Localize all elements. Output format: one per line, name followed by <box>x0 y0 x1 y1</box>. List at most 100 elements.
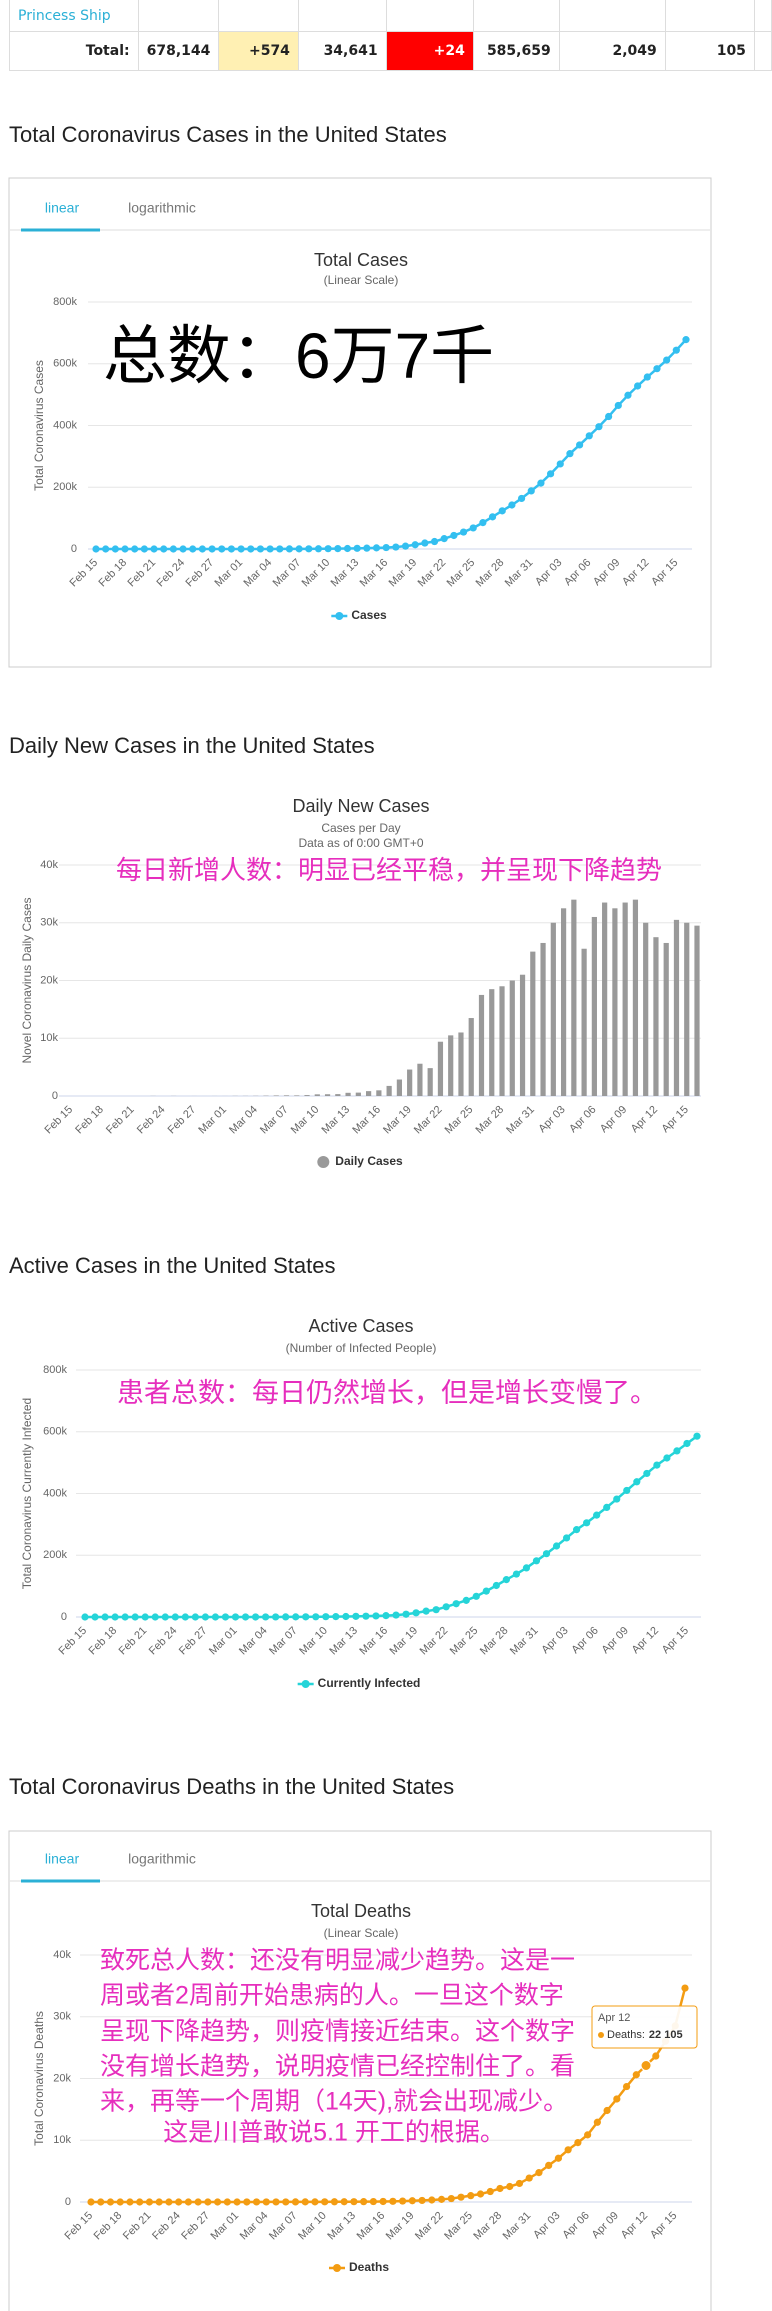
point <box>418 2196 426 2205</box>
x-tick-label: Mar 25 <box>442 2210 475 2243</box>
point <box>428 2196 436 2204</box>
bar <box>376 1090 382 1096</box>
x-tick-label: Apr 06 <box>562 557 593 588</box>
table-cell: 678,144 <box>137 31 220 71</box>
x-tick-label: Mar 25 <box>445 557 478 590</box>
bar <box>345 1092 351 1096</box>
point <box>457 2193 465 2201</box>
point <box>372 1612 380 1620</box>
point <box>476 2190 485 2198</box>
point <box>211 1613 220 1621</box>
bar <box>273 1095 279 1096</box>
point <box>243 2198 251 2206</box>
y-axis-title: Total Coronavirus Currently Infected <box>20 1398 34 1589</box>
point <box>262 2198 270 2206</box>
x-tick-label: Mar 04 <box>227 1104 260 1137</box>
point <box>585 432 593 440</box>
point <box>161 1613 169 1621</box>
point <box>613 1495 621 1503</box>
point <box>603 2106 611 2115</box>
bar <box>530 951 536 1096</box>
x-tick-label: Mar 10 <box>289 1104 322 1137</box>
point <box>605 412 613 421</box>
x-tick-label: Mar 01 <box>213 557 246 590</box>
point <box>160 545 168 553</box>
x-tick-label: Mar 19 <box>381 1104 414 1137</box>
point <box>421 539 429 547</box>
y-tick-label: 800k <box>43 1364 67 1376</box>
x-tick-label: Apr 12 <box>629 1104 660 1135</box>
x-tick-label: Feb 24 <box>155 557 188 590</box>
bar <box>571 899 577 1096</box>
point <box>652 2052 660 2060</box>
point <box>672 346 680 354</box>
y-tick-label: 200k <box>53 481 77 493</box>
point <box>562 1534 571 1542</box>
point <box>498 507 506 515</box>
x-tick-label: Apr 03 <box>536 1104 567 1135</box>
x-tick-label: Apr 12 <box>630 1625 661 1656</box>
tab[interactable]: linear <box>45 1851 80 1867</box>
point <box>512 1570 521 1578</box>
point <box>440 535 448 543</box>
tab[interactable]: logarithmic <box>128 1851 196 1867</box>
bar <box>386 1085 392 1096</box>
chart-box <box>8 177 712 668</box>
table-cell: 105 <box>664 31 755 71</box>
x-tick-label: Mar 10 <box>300 557 333 590</box>
point <box>532 1557 541 1565</box>
point <box>311 2198 319 2206</box>
point <box>291 2198 300 2206</box>
point <box>593 1511 601 1519</box>
point <box>223 2198 231 2206</box>
bar <box>427 1068 433 1096</box>
point <box>574 2139 582 2147</box>
x-tick-label: Feb 15 <box>42 1104 75 1137</box>
point <box>430 537 439 546</box>
chart-title: Active Cases <box>308 1316 413 1336</box>
chart-subtitle: Cases per Day <box>321 821 400 835</box>
bar <box>653 937 659 1096</box>
y-tick-label: 600k <box>53 358 77 370</box>
y-tick-label: 10k <box>40 1032 58 1044</box>
point <box>140 545 148 553</box>
point <box>282 1613 290 1621</box>
x-tick-label: Mar 31 <box>503 557 536 590</box>
point <box>276 545 284 553</box>
point <box>382 1612 390 1620</box>
bar <box>602 902 608 1096</box>
point <box>469 524 477 532</box>
bar <box>324 1094 331 1096</box>
x-tick-label: Mar 22 <box>412 1104 445 1137</box>
bar <box>458 1032 464 1096</box>
x-tick-label: Mar 01 <box>207 1625 240 1658</box>
x-tick-label: Apr 15 <box>660 1104 691 1135</box>
point <box>595 423 603 431</box>
y-axis-title: Novel Coronavirus Daily Cases <box>20 897 34 1063</box>
x-tick-label: Mar 28 <box>473 1104 506 1137</box>
point <box>467 2192 475 2200</box>
legend-marker <box>332 2264 341 2272</box>
point <box>353 544 361 552</box>
x-tick-label: Mar 13 <box>329 557 362 590</box>
y-tick-label: 30k <box>40 917 58 929</box>
point <box>198 545 206 553</box>
x-tick-label: Mar 25 <box>448 1625 481 1658</box>
x-tick-label: Mar 19 <box>388 1625 421 1658</box>
point <box>247 545 255 553</box>
bar <box>540 942 546 1096</box>
annotation: 总数：6万7千 <box>103 320 494 392</box>
point <box>92 545 100 553</box>
point <box>472 1592 480 1600</box>
point <box>169 545 177 553</box>
x-tick-label: Feb 15 <box>56 1625 89 1658</box>
tab[interactable]: linear <box>45 200 80 216</box>
point <box>633 1478 641 1486</box>
y-tick-label: 800k <box>53 296 77 308</box>
table-cell[interactable]: Princess Ship <box>9 0 139 32</box>
point <box>363 544 371 552</box>
tab[interactable]: logarithmic <box>128 200 196 216</box>
y-axis-title: Total Coronavirus Cases <box>32 360 46 491</box>
point <box>422 1607 430 1615</box>
x-tick-label: Mar 16 <box>355 2210 388 2243</box>
